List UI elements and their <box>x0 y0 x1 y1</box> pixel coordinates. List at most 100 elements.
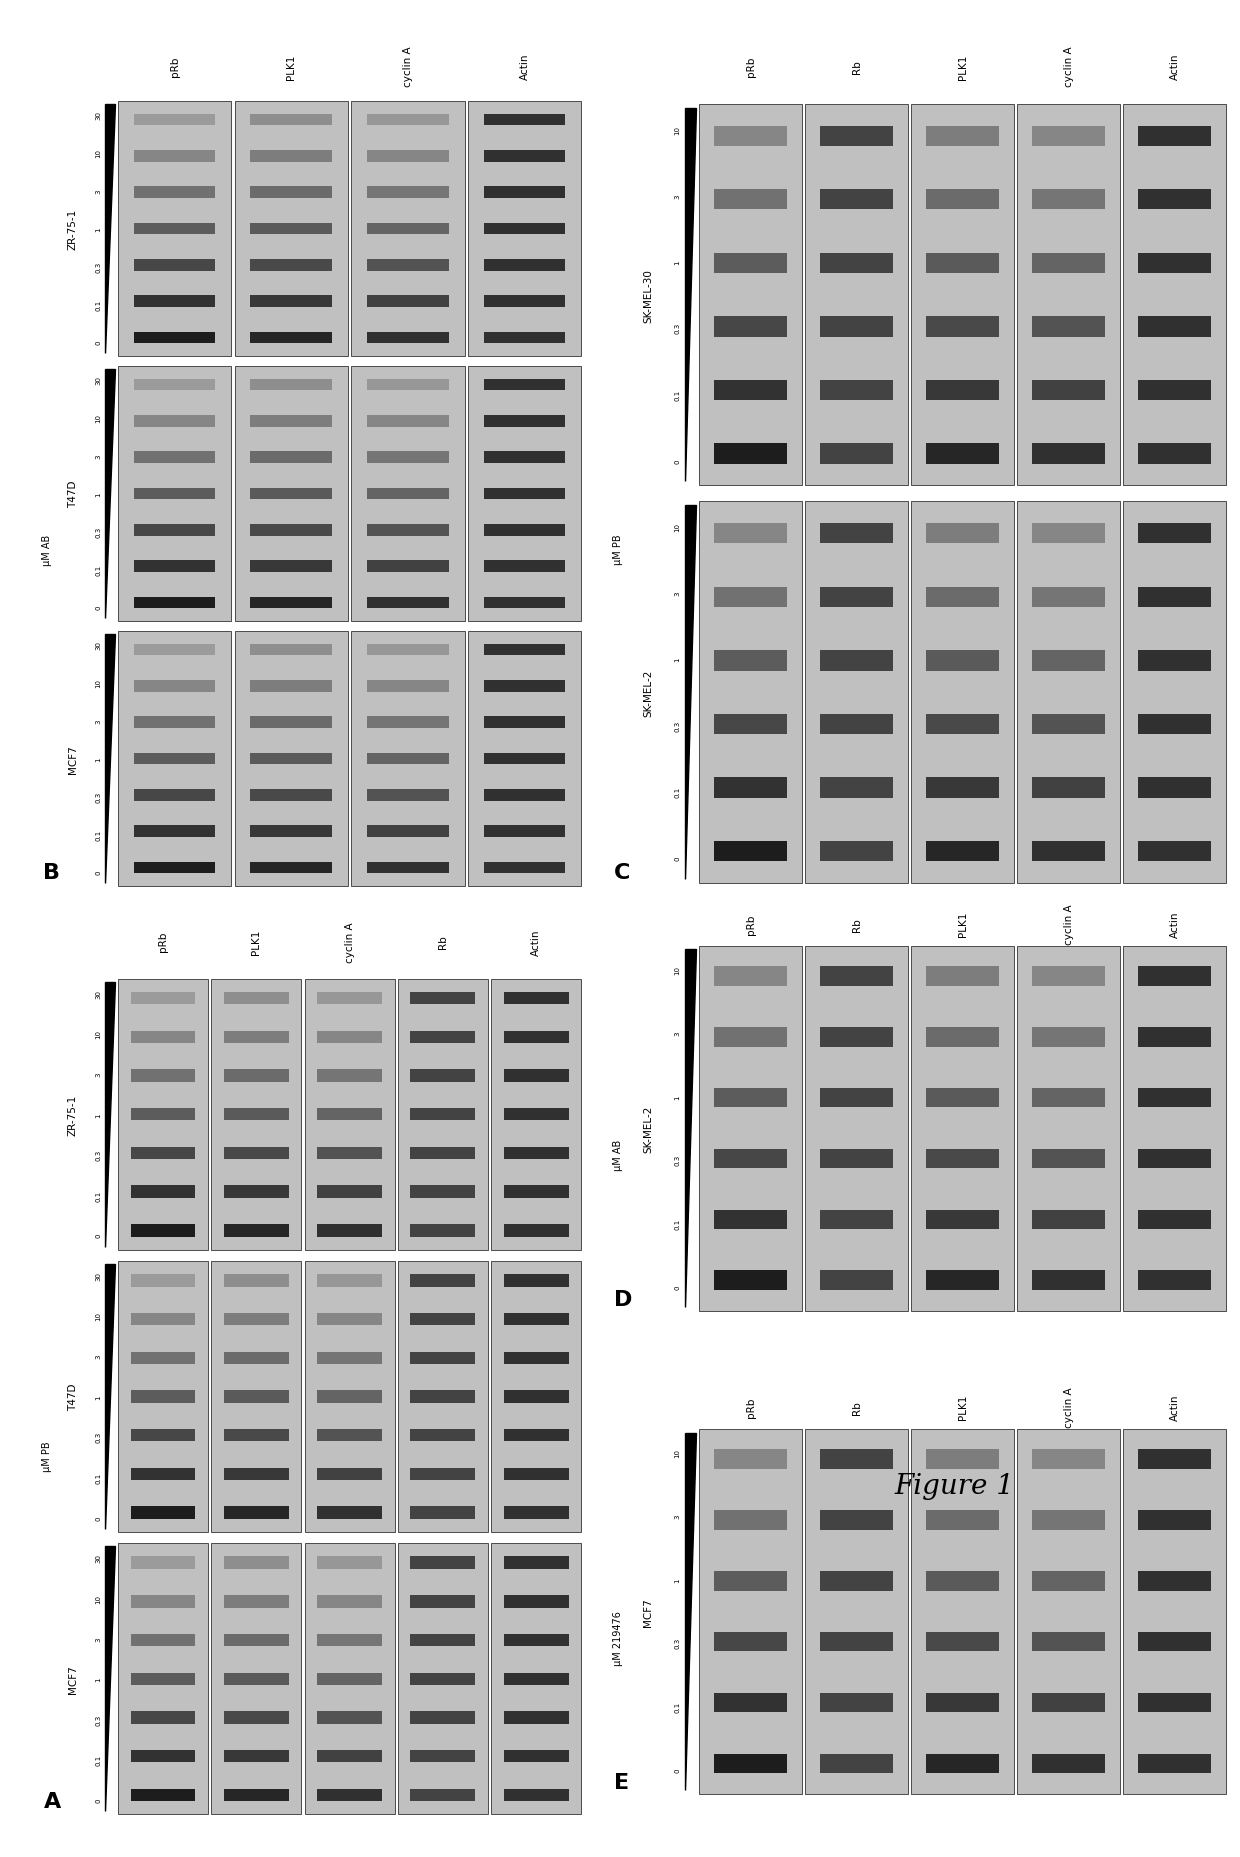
Bar <box>410 1313 475 1326</box>
Text: 0: 0 <box>95 1515 102 1519</box>
Bar <box>820 1149 893 1168</box>
Bar <box>224 1430 289 1441</box>
Bar <box>714 1149 787 1168</box>
Bar <box>118 631 232 886</box>
Bar <box>367 754 449 765</box>
Bar <box>317 1712 382 1723</box>
Bar <box>134 754 216 765</box>
Bar <box>467 631 582 886</box>
Bar <box>714 715 787 735</box>
Polygon shape <box>684 951 696 1307</box>
Bar <box>224 1673 289 1684</box>
Text: 10: 10 <box>675 1448 681 1458</box>
Bar <box>926 1632 999 1651</box>
Bar <box>714 1211 787 1229</box>
Bar <box>1138 1211 1211 1229</box>
Bar <box>484 598 565 609</box>
Text: 0: 0 <box>675 856 681 860</box>
Text: 1: 1 <box>675 657 681 661</box>
Text: 1: 1 <box>675 260 681 266</box>
Text: cyclin A: cyclin A <box>1064 904 1074 945</box>
Text: 0.3: 0.3 <box>95 791 102 802</box>
Bar <box>410 1070 475 1083</box>
Bar <box>410 1391 475 1402</box>
Bar <box>410 1556 475 1569</box>
Bar <box>1138 1270 1211 1291</box>
Bar <box>714 1027 787 1047</box>
Bar <box>491 979 582 1250</box>
Bar <box>503 1467 569 1480</box>
Bar <box>1032 778 1105 799</box>
Bar <box>1017 1428 1120 1794</box>
Bar <box>134 295 216 308</box>
Text: 10: 10 <box>675 126 681 134</box>
Bar <box>398 979 487 1250</box>
Bar <box>926 189 999 210</box>
Bar <box>926 1510 999 1530</box>
Bar <box>224 1313 289 1326</box>
Bar <box>367 115 449 126</box>
Text: 1: 1 <box>675 1577 681 1582</box>
Text: 0.1: 0.1 <box>95 1190 102 1201</box>
Bar <box>714 1450 787 1469</box>
Bar <box>503 1391 569 1402</box>
Bar <box>1032 715 1105 735</box>
Bar <box>224 1274 289 1287</box>
Bar <box>224 1391 289 1402</box>
Polygon shape <box>105 370 115 618</box>
Bar <box>911 1428 1014 1794</box>
Bar <box>806 945 908 1311</box>
Bar <box>1017 945 1120 1311</box>
Bar <box>410 1788 475 1801</box>
Text: 0.3: 0.3 <box>675 1638 681 1649</box>
Bar <box>1138 1694 1211 1712</box>
Bar <box>1032 1753 1105 1773</box>
Text: 10: 10 <box>95 414 102 423</box>
Bar <box>503 1595 569 1608</box>
Bar <box>926 254 999 275</box>
Text: PLK1: PLK1 <box>286 54 296 80</box>
Bar <box>1032 189 1105 210</box>
Bar <box>224 1224 289 1237</box>
Bar <box>503 1187 569 1198</box>
Bar <box>714 1632 787 1651</box>
Bar <box>714 1088 787 1109</box>
Bar <box>134 717 216 728</box>
Text: 0.1: 0.1 <box>95 828 102 839</box>
Bar <box>484 789 565 800</box>
Text: 0.3: 0.3 <box>675 323 681 334</box>
Bar <box>503 1274 569 1287</box>
Text: pRb: pRb <box>170 58 180 78</box>
Text: 1: 1 <box>95 1395 102 1398</box>
Bar <box>317 1313 382 1326</box>
Bar <box>250 754 332 765</box>
Bar <box>317 1788 382 1801</box>
Bar <box>410 1352 475 1365</box>
Bar <box>926 967 999 986</box>
Bar <box>410 1031 475 1044</box>
Bar <box>317 1109 382 1122</box>
Text: 3: 3 <box>95 1636 102 1642</box>
Bar <box>714 1571 787 1591</box>
Bar <box>714 1270 787 1291</box>
Bar <box>484 561 565 572</box>
Polygon shape <box>105 982 115 1248</box>
Bar <box>410 1148 475 1159</box>
Bar <box>820 254 893 275</box>
Text: SK-MEL-2: SK-MEL-2 <box>642 1105 653 1151</box>
Text: pRb: pRb <box>745 914 755 934</box>
Bar <box>317 1430 382 1441</box>
Text: μM AB: μM AB <box>42 535 52 565</box>
Bar <box>367 526 449 537</box>
Bar <box>130 1595 196 1608</box>
Bar <box>484 379 565 392</box>
Bar <box>134 260 216 271</box>
Bar <box>1032 1149 1105 1168</box>
Text: 30: 30 <box>95 1554 102 1562</box>
Bar <box>467 368 582 622</box>
Text: E: E <box>614 1772 629 1792</box>
Bar <box>130 1109 196 1122</box>
Text: T47D: T47D <box>68 1383 78 1411</box>
Bar <box>503 1031 569 1044</box>
Bar <box>820 1270 893 1291</box>
